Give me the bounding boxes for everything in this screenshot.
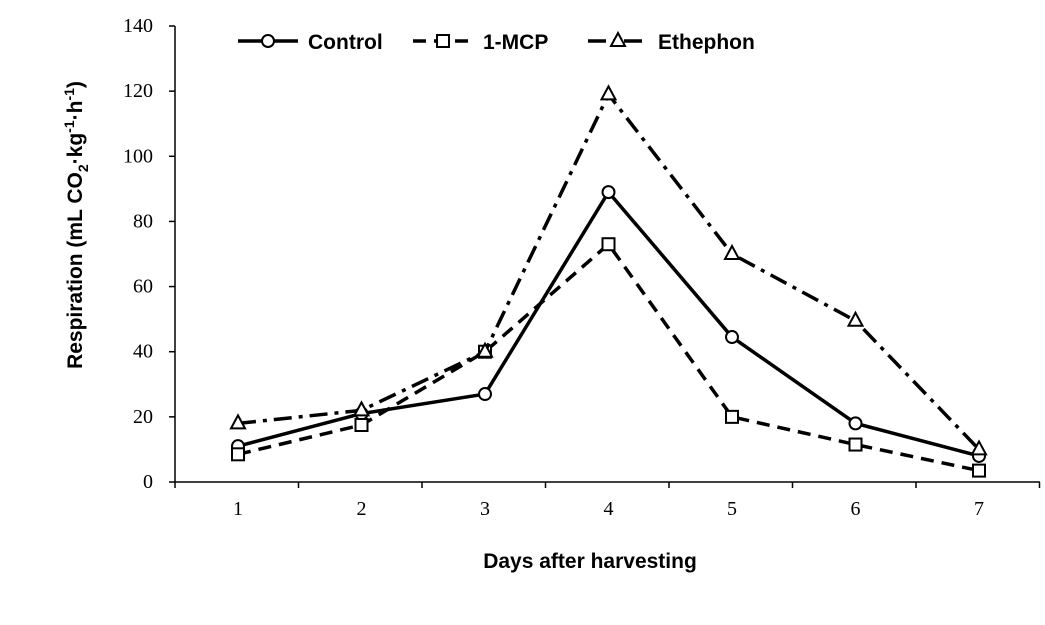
legend-label: Ethephon <box>658 31 755 54</box>
series-line <box>237 190 980 458</box>
y-tick-label: 60 <box>133 276 153 298</box>
data-point-marker <box>231 447 245 462</box>
data-point-marker <box>848 416 863 431</box>
series-line <box>237 92 981 451</box>
legend-item-control: Control <box>238 31 383 54</box>
y-axis-ticks: 0 20 40 60 80 100 120 140 <box>123 15 175 493</box>
y-axis-label-sup-1: -1 <box>61 120 77 133</box>
y-tick-label: 40 <box>133 341 153 363</box>
legend-label: 1-MCP <box>483 31 548 54</box>
data-point-marker <box>972 463 986 478</box>
legend-marker <box>261 34 275 48</box>
y-tick-label: 120 <box>123 80 153 102</box>
data-point-marker <box>601 185 616 200</box>
data-point-marker <box>478 387 492 402</box>
y-tick-label: 0 <box>143 471 153 493</box>
x-tick-label: 3 <box>480 498 490 520</box>
x-axis-label: Days after harvesting <box>483 550 697 573</box>
legend-item-ethephon: Ethephon <box>588 30 755 54</box>
legend: Control 1-MCP Ethephon <box>238 30 755 54</box>
x-tick-label: 5 <box>727 498 737 520</box>
x-tick-label: 6 <box>851 498 861 520</box>
y-axis-label-h: ·h <box>64 101 87 121</box>
y-axis-label-close: ) <box>64 81 87 88</box>
y-axis-label-sup-2: -1 <box>61 88 77 101</box>
y-axis-label-sub-2: 2 <box>75 164 91 172</box>
y-axis-label: Respiration (mL CO2·kg-1·h-1) <box>61 81 91 369</box>
data-point-marker <box>846 310 865 327</box>
data-point-marker <box>848 437 863 452</box>
legend-marker <box>609 30 627 47</box>
legend-label: Control <box>308 31 383 54</box>
y-axis-label-main: Respiration (mL CO <box>64 172 87 369</box>
data-point-marker <box>229 413 247 430</box>
data-point-marker <box>354 418 369 432</box>
data-point-marker <box>725 330 739 345</box>
series-layer <box>229 84 988 478</box>
x-axis-ticks: 1 2 3 4 5 6 7 <box>174 482 1041 520</box>
data-point-marker <box>601 237 616 252</box>
x-tick-label: 4 <box>604 498 614 520</box>
legend-item-1-mcp: 1-MCP <box>413 31 548 54</box>
series-line <box>237 242 980 473</box>
series-control <box>231 185 986 463</box>
data-point-marker <box>725 409 739 424</box>
x-tick-label: 2 <box>357 498 367 520</box>
y-tick-label: 100 <box>123 145 153 167</box>
y-tick-label: 140 <box>123 15 153 37</box>
legend-marker <box>436 34 450 48</box>
x-tick-label: 7 <box>974 498 984 520</box>
data-point-marker <box>970 439 988 456</box>
data-point-marker <box>476 341 494 358</box>
y-axis-label-kg: ·kg <box>64 133 87 165</box>
data-point-marker <box>599 84 618 101</box>
series-1-mcp <box>231 237 986 478</box>
y-tick-label: 80 <box>133 210 153 232</box>
y-tick-label: 20 <box>133 406 153 428</box>
data-point-marker <box>352 400 371 417</box>
x-tick-label: 1 <box>233 498 243 520</box>
series-ethephon <box>229 84 988 456</box>
data-point-marker <box>723 243 741 260</box>
